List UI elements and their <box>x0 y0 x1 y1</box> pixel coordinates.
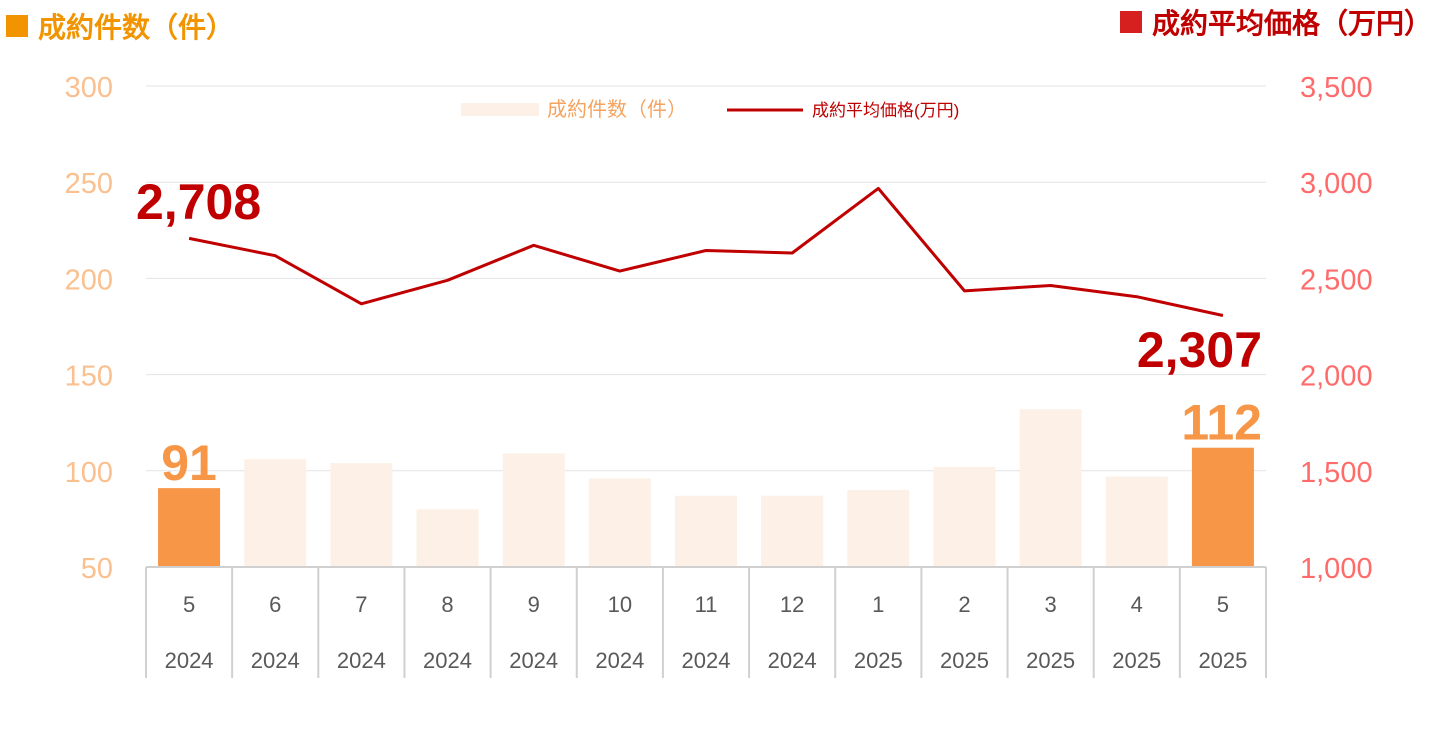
left-title-swatch-icon <box>6 15 28 37</box>
x-tick-label-month: 6 <box>269 592 281 617</box>
bar <box>244 459 307 567</box>
x-tick-label-year: 2025 <box>854 648 903 673</box>
legend-bar-label: 成約件数（件） <box>547 98 687 121</box>
left-tick-label: 50 <box>81 553 113 585</box>
x-tick-label-month: 10 <box>608 592 632 617</box>
bar <box>1105 476 1168 567</box>
x-tick-label-year: 2024 <box>768 648 817 673</box>
right-tick-label: 1,000 <box>1300 553 1373 585</box>
right-tick-label: 2,500 <box>1300 264 1373 296</box>
x-tick-label-year: 2025 <box>1198 648 1247 673</box>
x-tick-label-year: 2025 <box>1026 648 1075 673</box>
x-tick-label-year: 2024 <box>423 648 472 673</box>
bar <box>1191 447 1254 567</box>
bar <box>761 495 824 567</box>
x-tick-label-month: 12 <box>780 592 804 617</box>
left-tick-label: 150 <box>65 361 113 393</box>
x-tick-label-month: 4 <box>1131 592 1143 617</box>
bar <box>933 466 996 567</box>
price-line <box>188 186 1224 317</box>
x-tick-label-month: 5 <box>1217 592 1229 617</box>
bar-first-value-label: 91 <box>161 435 217 491</box>
right-title-swatch-icon <box>1119 11 1142 33</box>
x-tick-label-month: 2 <box>958 592 970 617</box>
bar <box>416 509 479 567</box>
left-tick-label: 250 <box>65 168 113 200</box>
bar <box>158 488 221 567</box>
right-axis-title: 成約平均価格（万円） <box>1119 2 1432 42</box>
line-first-value-label: 2,708 <box>136 174 261 230</box>
x-tick-label-year: 2024 <box>595 648 644 673</box>
x-tick-label-month: 5 <box>183 592 195 617</box>
right-tick-label: 3,000 <box>1300 168 1373 200</box>
bar-last-value-label: 112 <box>1181 395 1262 451</box>
bar <box>847 490 910 567</box>
line-last-value-label: 2,307 <box>1137 322 1262 378</box>
x-tick-label-month: 3 <box>1044 592 1056 617</box>
x-tick-label-year: 2024 <box>165 648 214 673</box>
x-tick-label-year: 2024 <box>251 648 300 673</box>
left-tick-label: 300 <box>65 72 113 104</box>
left-axis-title: 成約件数（件） <box>6 6 234 46</box>
x-tick-label-year: 2024 <box>337 648 386 673</box>
legend-line-label: 成約平均価格(万円) <box>812 101 959 120</box>
x-tick-label-year: 2024 <box>509 648 558 673</box>
x-tick-label-month: 1 <box>872 592 884 617</box>
x-tick-label-month: 7 <box>355 592 367 617</box>
left-tick-label: 100 <box>65 457 113 489</box>
right-axis-title-text: 成約平均価格（万円） <box>1151 8 1432 39</box>
bar <box>1019 409 1082 567</box>
x-tick-label-month: 11 <box>695 592 718 617</box>
bar <box>502 453 565 567</box>
x-tick-label-month: 9 <box>528 592 540 617</box>
right-tick-label: 1,500 <box>1300 457 1373 489</box>
bar <box>675 495 737 567</box>
x-tick-label-month: 8 <box>441 592 453 617</box>
left-axis-title-text: 成約件数（件） <box>38 12 235 43</box>
legend-bar-swatch <box>461 103 539 116</box>
left-tick-label: 200 <box>65 264 113 296</box>
bar <box>330 463 393 567</box>
x-tick-label-year: 2024 <box>682 648 731 673</box>
bar <box>588 478 651 567</box>
x-tick-label-year: 2025 <box>1112 648 1161 673</box>
right-tick-label: 3,500 <box>1300 72 1373 104</box>
right-tick-label: 2,000 <box>1300 361 1373 393</box>
x-tick-label-year: 2025 <box>940 648 989 673</box>
